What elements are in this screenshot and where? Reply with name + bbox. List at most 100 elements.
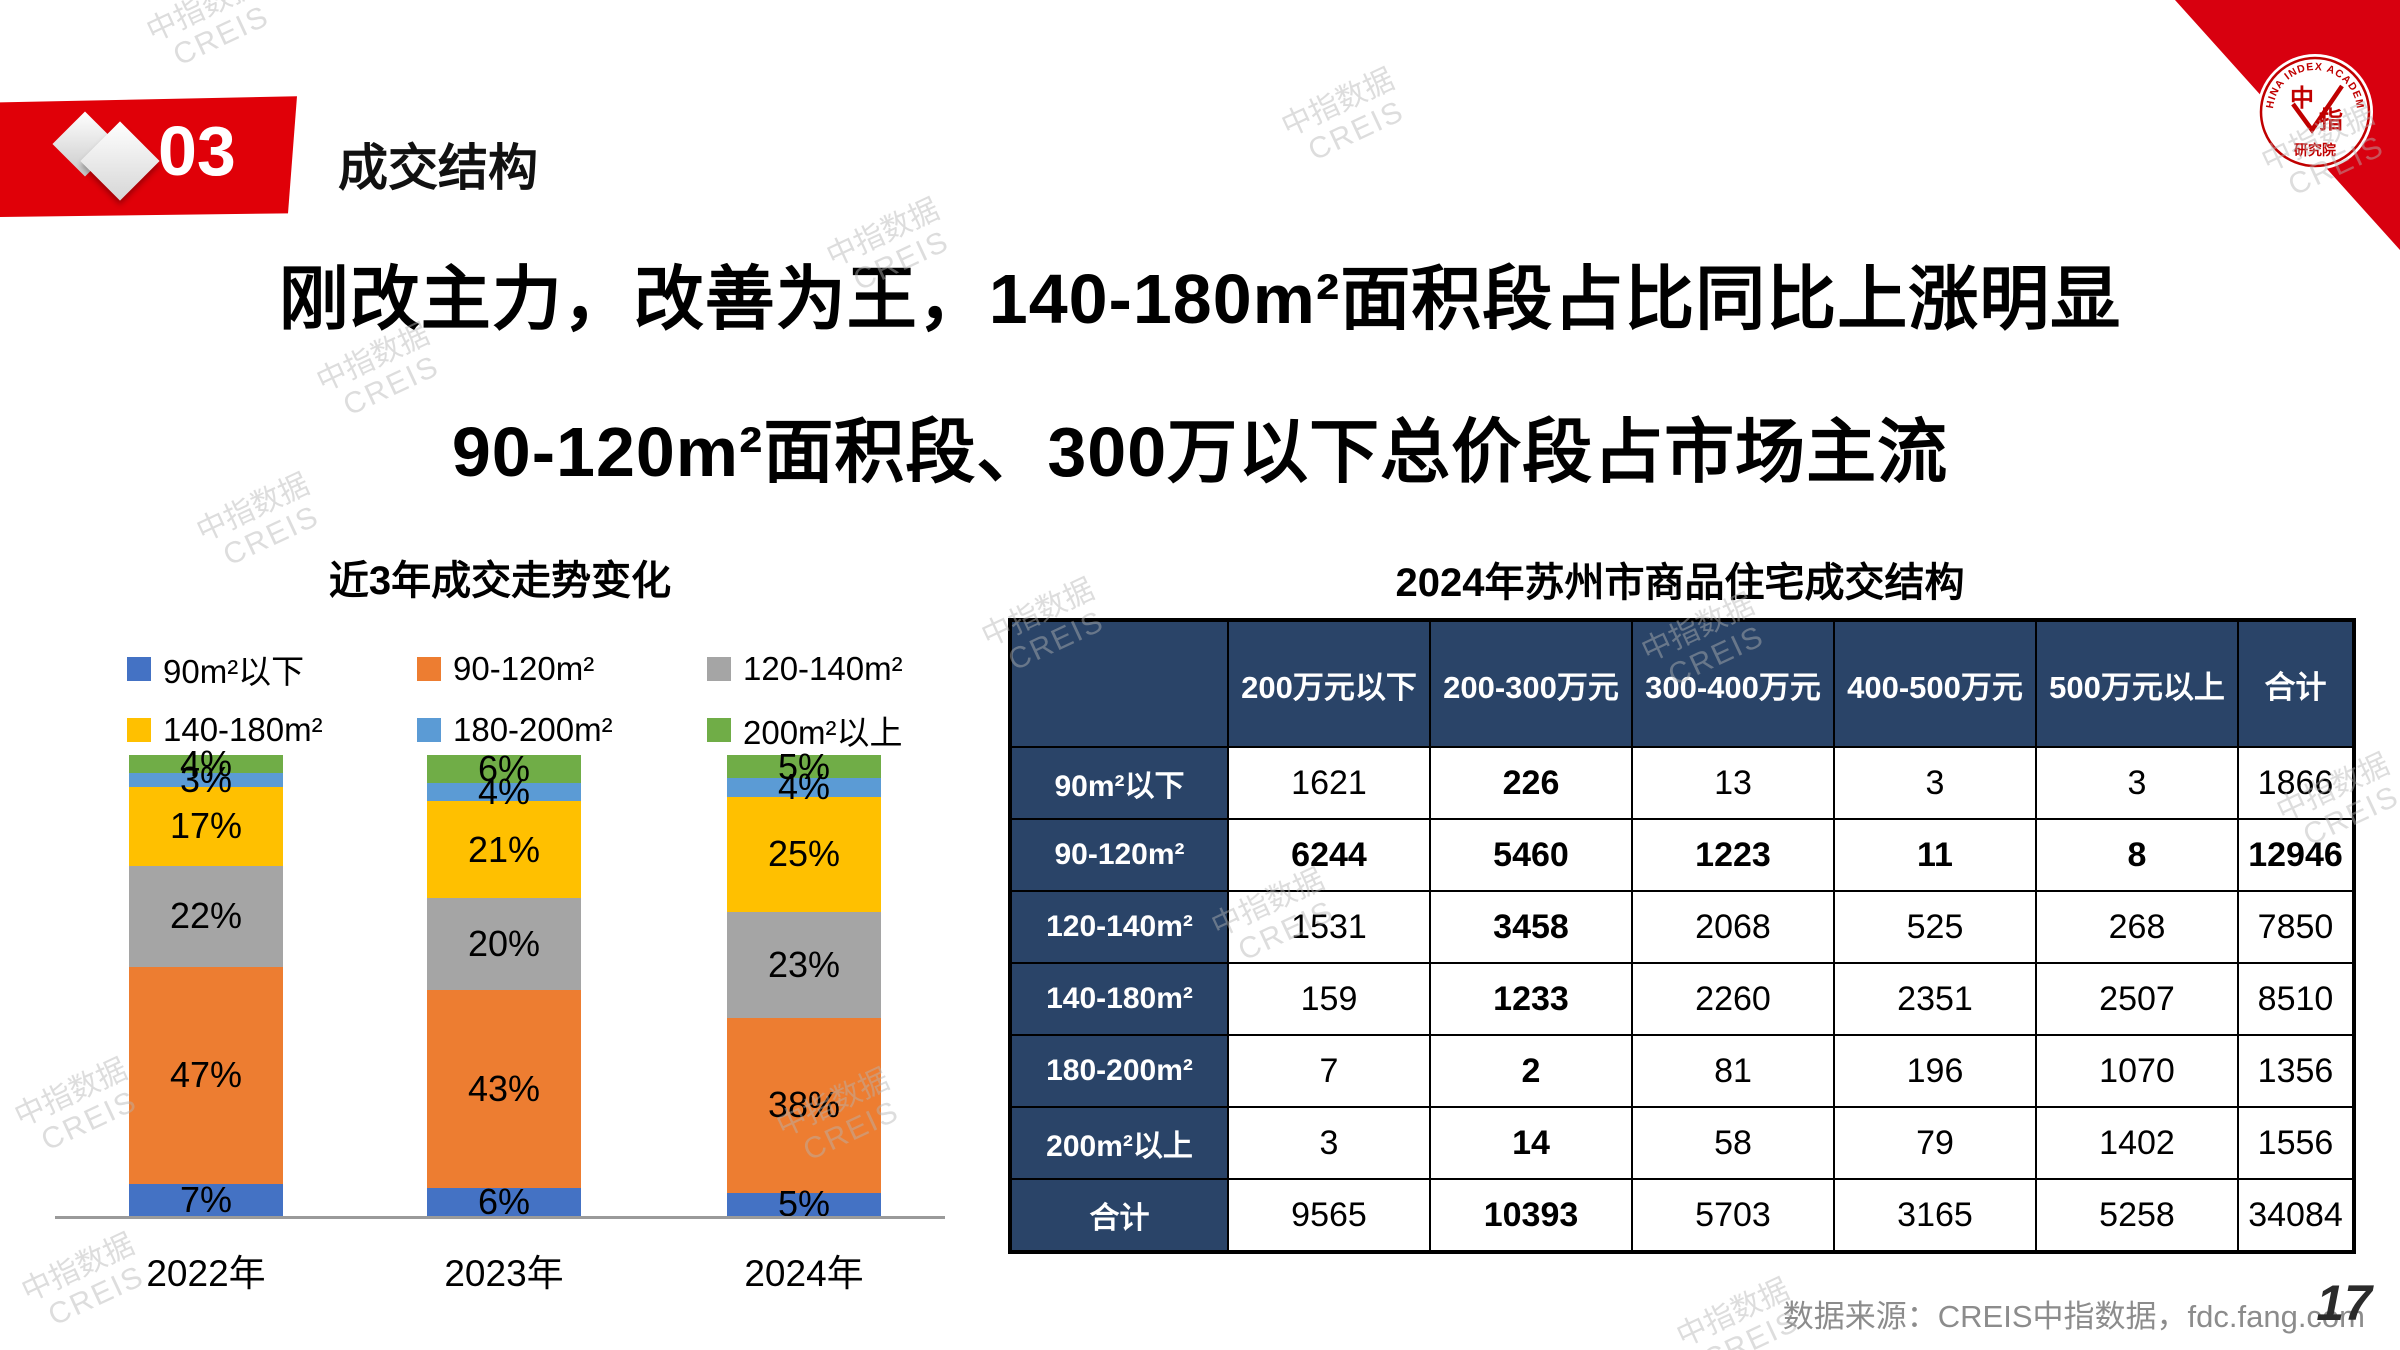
legend-label: 120-140m²	[743, 650, 903, 687]
row-label: 140-180m²	[1009, 962, 1229, 1036]
column-header: 200-300万元	[1429, 619, 1633, 748]
table-cell: 2	[1429, 1034, 1633, 1108]
table-cell: 2260	[1631, 962, 1835, 1036]
legend-label: 90-120m²	[453, 650, 595, 687]
legend-swatch-icon	[417, 718, 441, 742]
x-axis-label: 2024年	[744, 1253, 864, 1294]
data-source-note: 数据来源：CREIS中指数据，fdc.fang.com	[1782, 1299, 2365, 1334]
table-cell: 2068	[1631, 890, 1835, 964]
legend-swatch-icon	[707, 657, 731, 681]
watermark-text: 中指数据	[1276, 62, 1400, 144]
watermark: 中指数据 CREIS	[142, 0, 279, 78]
table-cell: 9565	[1227, 1178, 1431, 1253]
bar-segment: 5%	[727, 748, 881, 784]
row-label: 合计	[1009, 1178, 1229, 1253]
bar-segment-label: 20%	[467, 923, 541, 965]
watermark-text: CREIS	[168, 0, 275, 73]
table-cell: 1233	[1429, 962, 1633, 1036]
table-cell: 2507	[2035, 962, 2239, 1036]
row-label: 180-200m²	[1009, 1034, 1229, 1108]
bar-segment-label: 6%	[477, 1181, 531, 1223]
corner-cell	[1009, 619, 1229, 748]
row-label: 120-140m²	[1009, 890, 1229, 964]
section-title: 成交结构	[338, 140, 538, 196]
bar-segment-label: 4%	[477, 770, 531, 812]
bar-segment: 43%	[427, 990, 581, 1189]
table-cell: 1866	[2237, 746, 2355, 820]
svg-text:指: 指	[2319, 107, 2343, 134]
bar-segment-label: 38%	[767, 1084, 841, 1126]
table-cell: 79	[1833, 1106, 2037, 1180]
row-label: 90m²以下	[1009, 746, 1229, 820]
svg-text:研究院: 研究院	[2294, 142, 2336, 158]
chart-legend: 90m²以下 90-120m² 120-140m² 140-180m² 180-200m…	[127, 645, 997, 754]
section-badge: 03	[0, 95, 300, 217]
legend-item: 140-180m²	[127, 706, 417, 754]
table-cell: 8	[2035, 818, 2239, 892]
row-label: 200m²以上	[1009, 1106, 1229, 1180]
bar-segment: 20%	[427, 897, 581, 991]
table-cell: 1070	[2035, 1034, 2239, 1108]
bar-segment-label: 4%	[179, 743, 233, 785]
bar-segment: 17%	[129, 787, 283, 866]
column-header: 400-500万元	[1833, 619, 2037, 748]
table-cell: 5703	[1631, 1178, 1835, 1253]
table-cell: 34084	[2237, 1178, 2355, 1253]
table-cell: 7	[1227, 1034, 1431, 1108]
table-cell: 3165	[1833, 1178, 2037, 1253]
table-cell: 81	[1631, 1034, 1835, 1108]
table-cell: 5460	[1429, 818, 1633, 892]
table-cell: 196	[1833, 1034, 2037, 1108]
x-axis-label: 2023年	[444, 1253, 564, 1294]
chart-title: 近3年成交走势变化	[328, 559, 672, 603]
main-title-line2: 90-120m²面积段、300万以下总价段占市场主流	[451, 413, 1949, 491]
stacked-bar: 6% 43% 20% 21% 4% 6%	[427, 750, 581, 1220]
bar-segment-label: 7%	[179, 1178, 233, 1220]
bar-segment-label: 6%	[477, 747, 531, 789]
table-cell: 1223	[1631, 818, 1835, 892]
bar-segment: 4%	[129, 746, 283, 782]
legend-item: 180-200m²	[417, 706, 707, 754]
bar-segment-label: 21%	[467, 828, 541, 870]
bar-segment: 38%	[727, 1017, 881, 1193]
table-cell: 3	[1833, 746, 2037, 820]
section-number: 03	[158, 112, 236, 190]
bar-segment-label: 25%	[767, 833, 841, 875]
stacked-bar-chart: 7% 47% 22% 17% 3% 4% 6% 43% 20% 21% 4% 6% 5% 38% 23% 25…	[0, 746, 1000, 1222]
table-cell: 3	[2035, 746, 2239, 820]
table-header-row: 200万元以下 200-300万元 300-400万元 400-500万元 500万元以…	[1009, 619, 2355, 748]
column-header: 500万元以上	[2035, 619, 2239, 748]
legend-item: 200m²以上	[707, 706, 997, 754]
table-cell: 5258	[2035, 1178, 2239, 1253]
legend-swatch-icon	[127, 657, 151, 681]
table-cell: 14	[1429, 1106, 1633, 1180]
table-cell: 3	[1227, 1106, 1431, 1180]
bar-segment-label: 5%	[777, 1183, 831, 1225]
legend-label: 90m²以下	[163, 653, 305, 690]
table-cell: 58	[1631, 1106, 1835, 1180]
table-row: 120-140m² 1531 3458 2068 525 268 7850	[1009, 890, 2355, 964]
table-cell: 1356	[2237, 1034, 2355, 1108]
bar-segment-label: 4%	[777, 766, 831, 808]
bar-segment: 7%	[129, 1181, 283, 1217]
bar-segment: 22%	[129, 865, 283, 968]
table-cell: 1402	[2035, 1106, 2239, 1180]
legend-item: 90m²以下	[127, 645, 417, 693]
transaction-structure-table: 200万元以下 200-300万元 300-400万元 400-500万元 500万元以…	[1008, 618, 2356, 1254]
table-cell: 268	[2035, 890, 2239, 964]
table-body: 90m²以下 1621 226 13 3 3 1866 90-120m² 6244 5460 122…	[1009, 746, 2355, 1253]
bar-segment: 6%	[427, 750, 581, 786]
column-header: 200万元以下	[1227, 619, 1431, 748]
table-cell: 10393	[1429, 1178, 1633, 1253]
table-row: 90m²以下 1621 226 13 3 3 1866	[1009, 746, 2355, 820]
bar-segment: 21%	[427, 801, 581, 898]
table-row: 180-200m² 7 2 81 196 1070 1356	[1009, 1034, 2355, 1108]
legend-item: 90-120m²	[417, 645, 707, 693]
legend-swatch-icon	[417, 657, 441, 681]
china-index-academy-logo: CHINA INDEX ACADEMY 中 指 研究院	[2130, 0, 2400, 250]
page-number: 17	[2316, 1275, 2372, 1331]
table-cell: 1531	[1227, 890, 1431, 964]
bar-segment-label: 43%	[467, 1068, 541, 1110]
main-title-line1: 刚改主力，改善为王，140-180m²面积段占比同比上涨明显	[278, 260, 2122, 338]
table-row: 140-180m² 159 1233 2260 2351 2507 8510	[1009, 962, 2355, 1036]
